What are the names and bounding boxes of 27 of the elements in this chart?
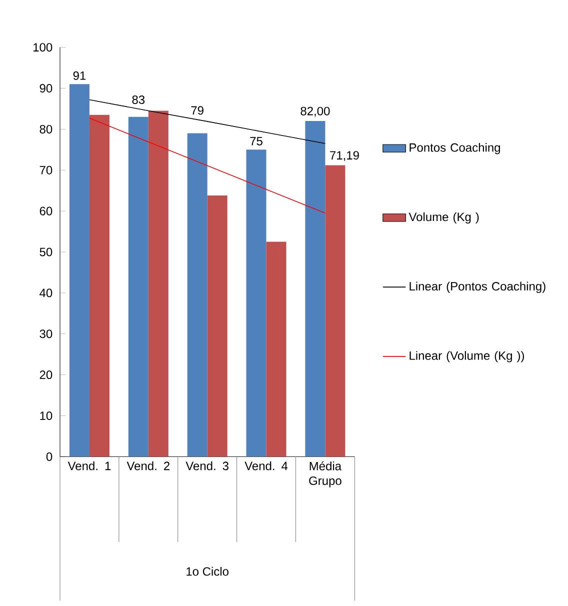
y-tick-label: 30 bbox=[40, 330, 52, 338]
y-tick-label: 60 bbox=[40, 206, 52, 216]
x-tick-label: Vend. 2 bbox=[126, 461, 170, 470]
y-tick-label: 80 bbox=[40, 124, 52, 134]
y-tick-label: 20 bbox=[40, 370, 52, 380]
y-tick-label: 0 bbox=[46, 452, 52, 461]
legend-label: Volume (Kg ) bbox=[408, 212, 479, 224]
legend-label: Linear (Volume (Kg )) bbox=[410, 351, 524, 362]
y-tick-label: 100 bbox=[34, 43, 52, 52]
y-tick-label: 90 bbox=[40, 84, 52, 93]
x-tick-label: Vend. 3 bbox=[186, 461, 228, 470]
y-tick-label: 50 bbox=[40, 248, 52, 256]
legend-label: Linear (Pontos Coaching) bbox=[410, 282, 546, 293]
text: 1o Ciclo bbox=[186, 566, 228, 576]
y-tick-label: 40 bbox=[40, 288, 52, 298]
legend-label: Pontos Coaching bbox=[410, 142, 500, 154]
x-tick-label: Vend. 4 bbox=[244, 461, 288, 470]
data-label: 71,19 bbox=[330, 151, 359, 161]
x-tick-label: Média Grupo bbox=[309, 461, 342, 488]
data-label: 75 bbox=[250, 137, 262, 146]
data-label: 83 bbox=[132, 95, 145, 104]
data-label: 91 bbox=[73, 71, 86, 80]
data-label: 79 bbox=[191, 106, 204, 115]
y-tick-label: 10 bbox=[40, 411, 52, 420]
x-tick-label: Vend. 1 bbox=[68, 461, 111, 470]
data-label: 82,00 bbox=[300, 106, 330, 117]
y-tick-label: 70 bbox=[40, 166, 52, 174]
